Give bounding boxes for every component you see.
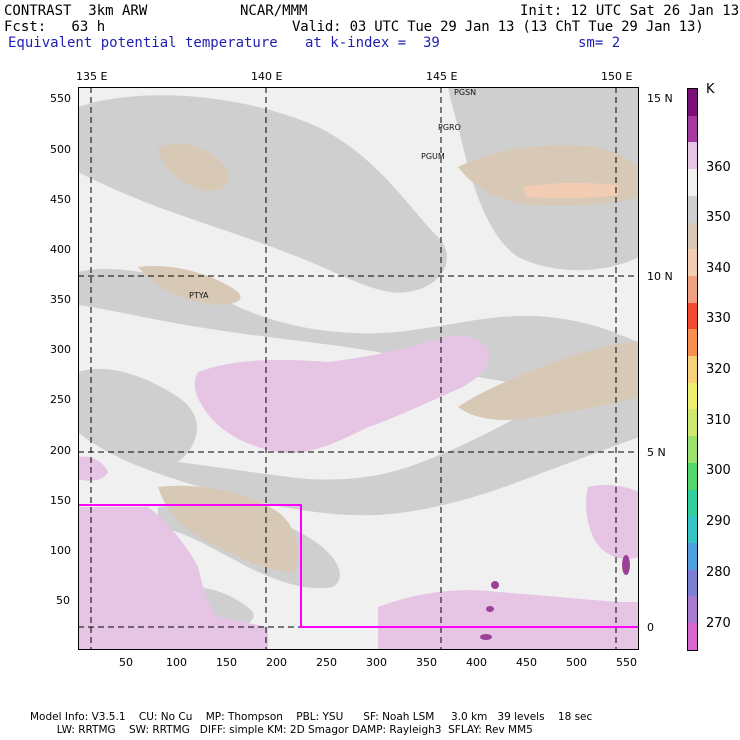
station-label: PGUM — [421, 152, 445, 161]
colorbar-label: 320 — [706, 362, 731, 377]
y-tick: 250 — [50, 393, 71, 406]
colorbar-label: 290 — [706, 514, 731, 529]
colorbar-segment — [688, 436, 697, 463]
lat-lon-grid — [78, 87, 639, 650]
lat-label-15n: 15 N — [647, 92, 673, 105]
y-tick: 100 — [50, 544, 71, 557]
x-tick: 250 — [316, 656, 337, 669]
y-tick: 350 — [50, 293, 71, 306]
x-tick: 450 — [516, 656, 537, 669]
x-tick: 550 — [616, 656, 637, 669]
lon-label-135: 135 E — [76, 70, 108, 83]
map-plot — [78, 87, 639, 650]
y-tick: 450 — [50, 193, 71, 206]
y-tick: 150 — [50, 494, 71, 507]
colorbar-segment — [688, 115, 697, 143]
lat-label-0: 0 — [647, 621, 654, 634]
colorbar-segment — [688, 409, 697, 437]
purple-spots — [480, 555, 630, 640]
colorbar-segment — [688, 222, 697, 250]
x-tick: 300 — [366, 656, 387, 669]
colorbar-segment — [688, 462, 697, 490]
field-name: Equivalent potential temperature — [8, 35, 278, 51]
colorbar-segment — [688, 516, 697, 543]
y-tick: 200 — [50, 444, 71, 457]
colorbar — [687, 88, 698, 651]
colorbar-label: 330 — [706, 311, 731, 326]
colorbar-segment — [688, 356, 697, 383]
colorbar-segment — [688, 382, 697, 410]
init-time: Init: 12 UTC Sat 26 Jan 13 — [520, 3, 740, 19]
colorbar-label: 340 — [706, 261, 731, 276]
institution-label: NCAR/MMM — [240, 3, 308, 19]
colorbar-label: 350 — [706, 210, 731, 225]
valid-time: Valid: 03 UTC Tue 29 Jan 13 (13 ChT Tue … — [292, 19, 704, 35]
colorbar-label: 310 — [706, 413, 731, 428]
colorbar-label: 300 — [706, 463, 731, 478]
lat-label-5n: 5 N — [647, 446, 666, 459]
y-tick: 300 — [50, 343, 71, 356]
lon-label-140: 140 E — [251, 70, 283, 83]
level-label: at k-index = 39 — [305, 35, 440, 51]
colorbar-segment — [688, 489, 697, 517]
smoothing-label: sm= 2 — [578, 35, 621, 51]
model-info-line2: LW: RRTMG SW: RRTMG DIFF: simple KM: 2D … — [30, 724, 533, 736]
colorbar-segment — [688, 89, 697, 116]
x-tick: 100 — [166, 656, 187, 669]
station-label: PTYA — [189, 291, 209, 300]
x-tick: 200 — [266, 656, 287, 669]
colorbar-segment — [688, 596, 697, 624]
y-tick: 500 — [50, 143, 71, 156]
colorbar-label: 270 — [706, 616, 731, 631]
x-tick: 350 — [416, 656, 437, 669]
x-tick: 500 — [566, 656, 587, 669]
y-tick: 50 — [56, 594, 70, 607]
x-tick: 400 — [466, 656, 487, 669]
colorbar-unit: K — [706, 82, 715, 97]
pink-360k-regions — [78, 335, 639, 650]
colorbar-segment — [688, 329, 697, 357]
lon-label-145: 145 E — [426, 70, 458, 83]
forecast-hour: Fcst: 63 h — [4, 19, 106, 35]
station-label: PGSN — [454, 88, 477, 97]
colorbar-segment — [688, 142, 697, 170]
station-label: PGRO — [438, 123, 461, 132]
lat-label-10n: 10 N — [647, 270, 673, 283]
model-title: CONTRAST 3km ARW — [4, 3, 148, 19]
x-tick: 150 — [216, 656, 237, 669]
colorbar-segment — [688, 169, 697, 196]
colorbar-segment — [688, 542, 697, 570]
peach-340k-region — [523, 182, 618, 199]
subdomain-boundary — [78, 504, 639, 628]
colorbar-segment — [688, 569, 697, 597]
model-info-line1: Model Info: V3.5.1 CU: No Cu MP: Thompso… — [30, 711, 593, 723]
colorbar-segment — [688, 195, 697, 223]
colorbar-segment — [688, 623, 697, 650]
colorbar-segment — [688, 249, 697, 276]
lon-label-150: 150 E — [601, 70, 633, 83]
colorbar-segment — [688, 302, 697, 330]
map-frame — [78, 87, 639, 650]
y-tick: 400 — [50, 243, 71, 256]
colorbar-label: 360 — [706, 160, 731, 175]
y-tick: 550 — [50, 92, 71, 105]
colorbar-label: 280 — [706, 565, 731, 580]
colorbar-segment — [688, 275, 697, 303]
x-tick: 50 — [119, 656, 133, 669]
